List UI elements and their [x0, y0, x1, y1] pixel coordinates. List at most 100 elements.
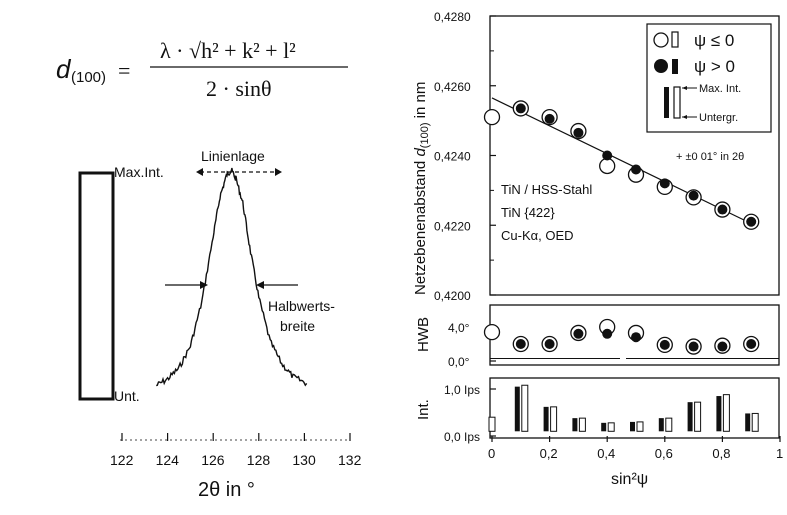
fwhm-arrow-right-head	[256, 281, 264, 289]
d-point-filled	[631, 164, 641, 175]
d-point-filled	[515, 103, 526, 114]
d-y-tick-label: 0,4280	[434, 10, 471, 24]
int-x-tick-label: 0	[488, 446, 495, 461]
legend-untergr-pointer-head	[682, 115, 687, 119]
int-bar-filled	[572, 418, 578, 432]
profile-x-tick-label: 122	[110, 452, 134, 468]
hwb-point-filled	[515, 339, 526, 349]
peak-profile-plot: Max.Int. Unt. Linienlage Halbwerts- brei…	[78, 148, 362, 501]
int-bar-filled	[601, 422, 607, 432]
int-bar-open	[722, 394, 730, 432]
hwb-y-axis-title: HWB	[415, 317, 432, 352]
d-point-open	[483, 108, 501, 126]
d-point-filled	[573, 127, 584, 138]
d-y-tick-label: 0,4220	[434, 219, 471, 233]
hwb-point-filled	[659, 339, 670, 350]
linienlage-arrow-right	[275, 168, 282, 176]
formula-numerator: λ · √h² + k² + l²	[160, 38, 296, 63]
int-y-axis-title: Int.	[415, 399, 432, 420]
formula-denominator: 2 · sinθ	[206, 76, 272, 101]
bragg-formula: d (100) = λ · √h² + k² + l² 2 · sinθ	[56, 38, 348, 101]
int-bar-open	[636, 421, 644, 432]
max-int-label: Max.Int.	[114, 164, 164, 180]
d-spacing-points	[483, 100, 760, 230]
d-point-filled	[688, 190, 699, 201]
formula-lhs-d: d	[56, 54, 72, 84]
linienlage-label: Linienlage	[201, 148, 265, 164]
int-bar-open	[665, 417, 673, 432]
int-x-tick-label: 0,6	[655, 446, 673, 461]
int-y-ticks: 0,0 Ips 1,0 Ips	[444, 383, 496, 444]
d-spacing-y-ticks: 0,4200 0,4220 0,4240 0,4260 0,4280	[434, 10, 496, 303]
hwb-point-filled	[602, 328, 613, 339]
int-x-tick-label: 0,2	[540, 446, 558, 461]
error-note: + ±0 01° in 2θ	[676, 151, 744, 163]
right-plots: 0,4200 0,4220 0,4240 0,4260 0,4280 Netzebene…	[412, 10, 783, 488]
unt-label: Unt.	[114, 388, 140, 404]
int-bar-filled	[630, 421, 635, 432]
d-point-filled	[659, 178, 670, 189]
linienlage-arrow-left	[196, 168, 203, 176]
profile-x-tick-label: 126	[201, 452, 225, 468]
d-y-tick-label: 0,4200	[434, 289, 471, 303]
profile-x-axis-title: 2θ in °	[198, 479, 255, 501]
hwb-point-filled	[717, 341, 728, 352]
int-bar-filled	[543, 406, 549, 432]
halbwerts-label: Halbwerts-	[268, 298, 335, 314]
legend-open-bar	[671, 31, 679, 48]
int-y-tick-label: 0,0 Ips	[444, 430, 480, 444]
hwb-point-filled	[746, 339, 757, 349]
breite-label: breite	[280, 318, 315, 334]
d-spacing-y-axis-title: Netzebenenabstand d(100) in nm	[412, 82, 431, 295]
int-bar-open	[550, 406, 558, 432]
regression-line	[491, 97, 752, 225]
intensity-box	[78, 171, 115, 401]
int-bar-open	[751, 412, 759, 432]
profile-x-tick-label: 128	[247, 452, 271, 468]
d-point-open	[599, 157, 616, 175]
int-bar-open	[694, 401, 702, 432]
d-point-filled	[746, 216, 757, 227]
formula-equals: =	[118, 58, 130, 83]
peak-profile-curve	[156, 167, 308, 387]
profile-x-tick-label: 130	[292, 452, 316, 468]
hwb-point-filled	[573, 328, 584, 339]
hwb-y-tick-label: 4,0°	[448, 321, 470, 335]
int-bar-open	[488, 416, 496, 432]
int-bar-open	[578, 417, 586, 432]
legend-untergr: Untergr.	[699, 112, 738, 124]
hwb-point-open	[483, 323, 501, 341]
int-bar-filled	[687, 402, 693, 432]
hwb-y-tick-label: 0,0°	[448, 355, 470, 369]
int-bar-open	[607, 422, 615, 432]
int-bar-open	[521, 384, 529, 432]
formula-lhs-sub: (100)	[71, 69, 106, 86]
hwb-point-filled	[688, 341, 699, 352]
legend-open-circle	[653, 32, 669, 48]
legend-max-int-filled	[664, 87, 669, 118]
profile-x-tick-label: 132	[338, 452, 362, 468]
int-y-tick-label: 1,0 Ips	[444, 383, 480, 397]
legend-max-pointer-head	[682, 86, 687, 90]
sample-text-2: TiN {422}	[501, 205, 555, 220]
legend-psi-gt: ψ > 0	[694, 57, 735, 76]
profile-x-tick-label: 124	[156, 452, 180, 468]
int-x-ticks: 0 0,2 0,4 0,6 0,8 1	[488, 436, 783, 461]
int-panel-frame	[489, 377, 780, 439]
d-point-filled	[602, 150, 613, 161]
int-bar-filled	[745, 413, 751, 432]
legend-filled-circle	[654, 59, 668, 73]
int-x-tick-label: 0,4	[597, 446, 615, 461]
d-y-tick-label: 0,4260	[434, 80, 471, 94]
profile-x-ticks: 122 124 126 128 130 132	[110, 433, 362, 468]
d-point-filled	[717, 204, 728, 215]
hwb-y-ticks: 0,0° 4,0°	[448, 321, 779, 369]
int-x-tick-label: 1	[776, 446, 783, 461]
legend: ψ ≤ 0 ψ > 0 Max. Int. Untergr.	[646, 23, 772, 133]
int-bar-filled	[658, 418, 664, 432]
int-x-tick-label: 0,8	[712, 446, 730, 461]
d-point-filled	[544, 113, 555, 124]
hwb-point-filled	[631, 332, 641, 343]
legend-max-int: Max. Int.	[699, 83, 741, 95]
